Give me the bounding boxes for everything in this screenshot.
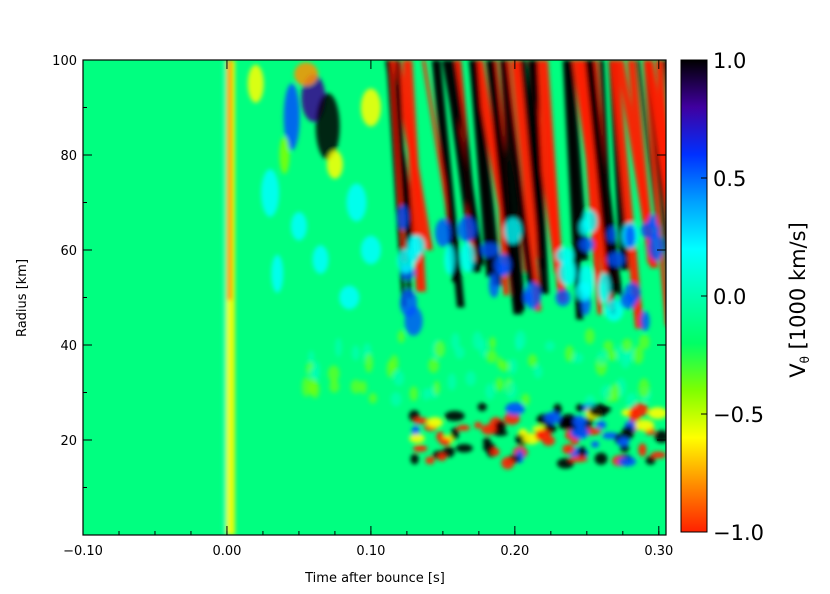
y-tick-label: 60 bbox=[60, 244, 77, 259]
x-tick-label: 0.30 bbox=[644, 544, 673, 559]
y-axis-ticks: 20 40 60 80 100 bbox=[52, 54, 666, 488]
colorbar-tick-label: −1.0 bbox=[713, 521, 764, 545]
x-axis-ticks: −0.10 0.00 0.10 0.20 0.30 bbox=[63, 60, 673, 559]
x-tick-label: 0.20 bbox=[500, 544, 529, 559]
colorbar-title-main: V bbox=[786, 363, 810, 378]
x-axis-title: Time after bounce [s] bbox=[304, 571, 445, 586]
colorbar-title-units: [1000 km/s] bbox=[786, 222, 810, 356]
colorbar-title-subscript: θ bbox=[798, 356, 812, 363]
velocity-field bbox=[222, 60, 666, 535]
velocity-structures bbox=[222, 60, 666, 535]
colorbar-ticks: −1.0 −0.5 0.0 0.5 1.0 bbox=[701, 49, 764, 545]
y-tick-label: 20 bbox=[60, 434, 77, 449]
colorbar-tick-label: 0.5 bbox=[713, 167, 746, 191]
x-tick-label: −0.10 bbox=[63, 544, 103, 559]
colorbar-tick-label: −0.5 bbox=[713, 403, 764, 427]
x-tick-label: 0.10 bbox=[356, 544, 385, 559]
y-axis-title: Radius [km] bbox=[15, 259, 30, 337]
colorbar-tick-label: 1.0 bbox=[713, 49, 746, 73]
y-tick-label: 80 bbox=[60, 149, 77, 164]
y-tick-label: 100 bbox=[52, 54, 77, 69]
y-tick-label: 40 bbox=[60, 339, 77, 354]
colorbar-tick-label: 0.0 bbox=[713, 285, 746, 309]
x-tick-label: 0.00 bbox=[212, 544, 241, 559]
colorbar-title: Vθ [1000 km/s] bbox=[786, 222, 812, 378]
